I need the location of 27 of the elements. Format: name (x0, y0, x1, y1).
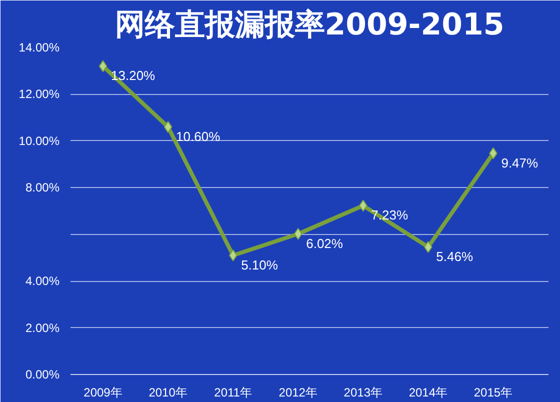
point (358, 200, 368, 212)
data-label: 5.10% (241, 257, 278, 272)
x-tick-label: 2014年 (408, 386, 448, 400)
point (164, 120, 172, 133)
x-tick-label: 2009年 (84, 386, 122, 400)
y-tick-label: 10.00% (18, 134, 60, 148)
data-label: 13.20% (111, 68, 156, 84)
x-tick-label: 2012年 (278, 386, 318, 400)
data-label: 7.23% (371, 208, 408, 223)
y-tick-label: 14.00% (18, 40, 60, 54)
point (294, 228, 302, 240)
data-label: 6.02% (306, 236, 344, 251)
x-tick-label: 2011年 (214, 386, 252, 400)
data-label: 10.60% (176, 128, 221, 144)
y-tick-label: 8.00% (25, 180, 60, 195)
point (228, 249, 238, 262)
point (98, 60, 108, 72)
x-tick-label: 2015年 (474, 386, 513, 400)
data-label: 5.46% (436, 248, 474, 264)
data-label: 9.47% (501, 155, 539, 170)
chart-title: 网络直报漏报率2009-2015 (114, 8, 504, 42)
x-tick-label: 2010年 (148, 386, 188, 400)
y-tick-label: 2.00% (25, 320, 60, 335)
y-tick-label: 0.00% (25, 368, 60, 382)
y-tick-label: 12.00% (18, 87, 60, 102)
y-tick-label: 4.00% (25, 274, 60, 288)
x-tick-label: 2013年 (344, 386, 383, 400)
